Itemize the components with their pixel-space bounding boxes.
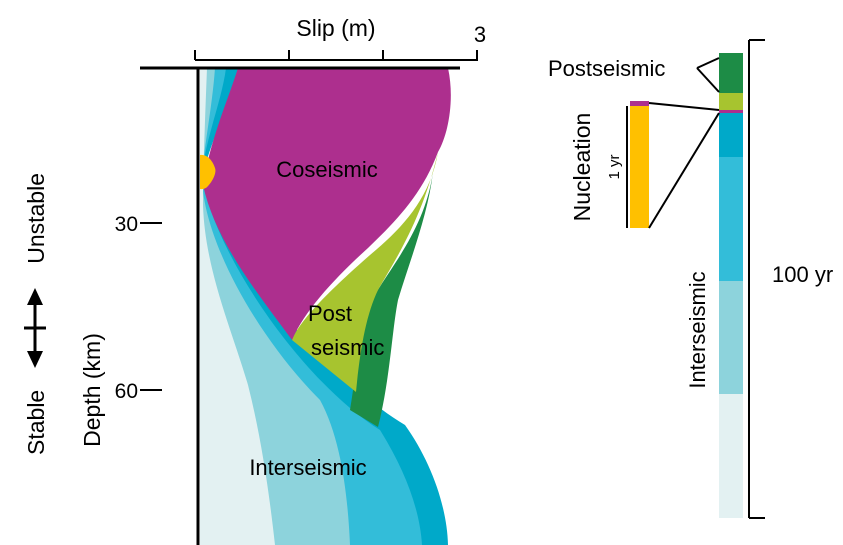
slip-bands bbox=[200, 68, 451, 545]
depth-axis: 30 60 Depth (km) bbox=[79, 66, 200, 545]
nucleation-zoom-coseismic bbox=[630, 101, 649, 106]
postseismic-label-line2: seismic bbox=[311, 335, 384, 360]
timeline-postseismic-dark bbox=[719, 53, 743, 93]
hundred-year-bracket bbox=[748, 39, 765, 519]
depth-tick-label-30: 30 bbox=[115, 213, 138, 236]
postseismic-light-band bbox=[292, 152, 438, 392]
nucleation-label: Nucleation bbox=[569, 113, 595, 222]
timeline-interseismic-4 bbox=[719, 394, 743, 518]
postseismic-timeline-label: Postseismic bbox=[548, 56, 665, 81]
depth-tick-label-60: 60 bbox=[115, 380, 138, 403]
postseismic-label-line1: Post bbox=[308, 301, 352, 326]
stability-indicator: Stable Unstable bbox=[23, 173, 49, 455]
timeline-interseismic-2 bbox=[719, 157, 743, 281]
postseismic-dark-band bbox=[350, 172, 433, 427]
slip-axis: Slip (m) 3 bbox=[194, 15, 486, 70]
nucleation-zoom bbox=[626, 101, 720, 229]
timeline-coseismic bbox=[719, 110, 743, 113]
hundred-years-label: 100 yr bbox=[772, 262, 833, 287]
nucleation-zoom-bar bbox=[630, 106, 649, 228]
depth-axis-label: Depth (km) bbox=[79, 333, 105, 447]
interseismic-timeline-label: Interseismic bbox=[685, 271, 710, 388]
slip-axis-label: Slip (m) bbox=[296, 15, 375, 41]
slip-max-label: 3 bbox=[474, 22, 486, 47]
timeline-interseismic-3 bbox=[719, 281, 743, 394]
timeline-bar bbox=[719, 53, 743, 518]
one-year-label: 1 yr bbox=[606, 154, 623, 179]
bidirectional-arrow-icon bbox=[24, 288, 46, 368]
coseismic-band bbox=[203, 68, 451, 340]
timeline-interseismic-1 bbox=[719, 113, 743, 157]
stable-label: Stable bbox=[23, 390, 49, 455]
interseismic-band-4 bbox=[200, 68, 275, 545]
coseismic-label: Coseismic bbox=[276, 157, 377, 182]
nucleation-patch bbox=[200, 154, 216, 190]
interseismic-label: Interseismic bbox=[249, 455, 366, 480]
timeline-postseismic-light bbox=[719, 93, 743, 110]
unstable-label: Unstable bbox=[23, 173, 49, 264]
